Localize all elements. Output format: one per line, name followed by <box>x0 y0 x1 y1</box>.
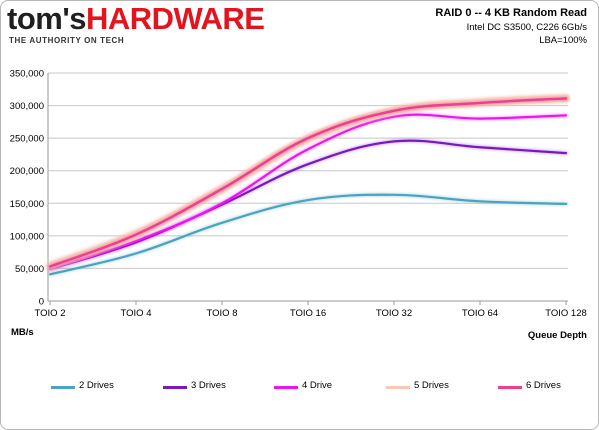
y-tick-label: 300,000 <box>10 101 44 112</box>
chart-axes <box>47 73 568 305</box>
brand-logo: tom'sHARDWARE <box>7 1 265 37</box>
series-line-glow-3-drives <box>48 138 568 272</box>
x-axis-label: Queue Depth <box>527 330 587 341</box>
legend-swatch <box>386 386 410 389</box>
legend-label: 6 Drives <box>526 380 561 391</box>
legend-label: 3 Drives <box>191 380 226 391</box>
legend-label: 5 Drives <box>414 380 449 391</box>
y-axis-label: MB/s <box>11 327 34 338</box>
y-tick-label: 250,000 <box>10 134 44 145</box>
x-tick-label: TOIO 2 <box>35 308 66 319</box>
y-tick-label: 50,000 <box>15 264 44 275</box>
x-tick-label: TOIO 64 <box>462 308 498 319</box>
legend-swatch <box>163 386 187 389</box>
logo-tagline: THE AUTHORITY ON TECH <box>9 36 125 45</box>
legend-label: 4 Drive <box>302 380 333 391</box>
x-tick-label: TOIO 8 <box>207 308 238 319</box>
series-line-2-drives <box>48 193 568 276</box>
chart-subtitle-lba: LBA=100% <box>539 35 587 46</box>
y-tick-label: 350,000 <box>10 69 44 80</box>
logo-text-hardware: HARDWARE <box>85 1 265 36</box>
y-tick-label: 200,000 <box>10 166 44 177</box>
series-line-3-drives <box>48 139 568 271</box>
y-tick-label: 100,000 <box>10 231 44 242</box>
logo-text-toms: tom's <box>7 1 86 36</box>
legend-swatch <box>498 386 522 389</box>
series-line-6-drives <box>48 97 568 268</box>
legend-swatch <box>51 386 75 389</box>
x-tick-label: TOIO 32 <box>376 308 412 319</box>
data-series <box>45 93 571 277</box>
chart-subtitle-hardware: Intel DC S3500, C226 6Gb/s <box>466 22 587 33</box>
chart-title: RAID 0 -- 4 KB Random Read <box>435 7 587 19</box>
chart-legend: 2 Drives 3 Drives 4 Drive 5 Drives 6 Drives <box>1 379 598 395</box>
x-tick-label: TOIO 128 <box>545 308 587 319</box>
axis-tick-labels: 0 50,000 100,000 150,000 200,000 250,000 300,0… <box>10 69 587 320</box>
series-line-4-drive <box>48 113 568 270</box>
y-tick-label: 0 <box>39 297 44 308</box>
x-tick-label: TOIO 4 <box>121 308 152 319</box>
legend-swatch <box>274 386 298 389</box>
legend-label: 2 Drives <box>79 380 114 391</box>
y-tick-label: 150,000 <box>10 199 44 210</box>
x-tick-label: TOIO 16 <box>290 308 326 319</box>
